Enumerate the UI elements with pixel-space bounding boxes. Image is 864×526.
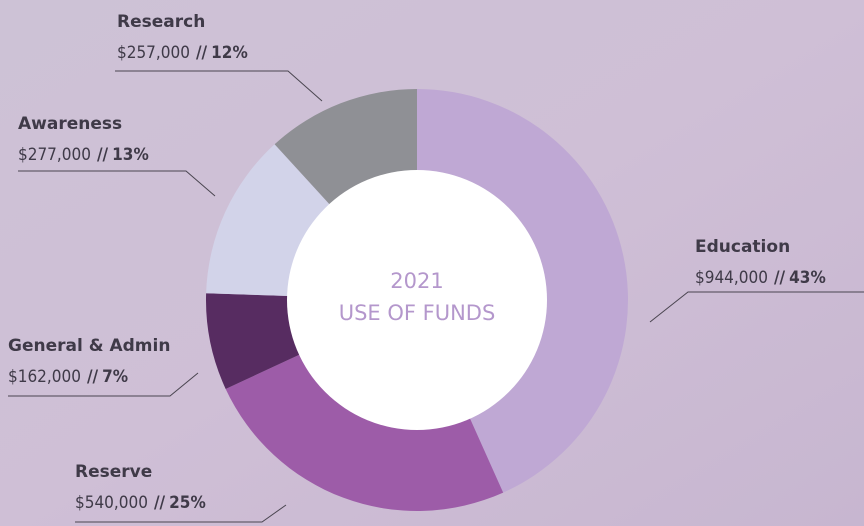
slice <box>206 144 331 296</box>
separator: // <box>774 268 786 288</box>
amount: $162,000 <box>8 367 81 387</box>
leader-line <box>115 70 323 102</box>
percentage: 43% <box>789 268 826 288</box>
separator: // <box>154 493 166 513</box>
category-label: Research <box>117 12 205 32</box>
percentage: 12% <box>211 43 248 63</box>
value-label: $540,000 //25% <box>75 493 206 513</box>
slice <box>205 293 301 389</box>
value-label: $162,000 //7% <box>8 367 128 387</box>
separator: // <box>87 367 99 387</box>
value-label: $944,000 //43% <box>695 268 826 288</box>
category-label: Awareness <box>18 114 122 134</box>
percentage: 13% <box>112 145 149 165</box>
category-label: Education <box>695 237 790 257</box>
category-label: General & Admin <box>8 336 170 356</box>
donut-hole <box>287 170 547 430</box>
value-label: $277,000 //13% <box>18 145 149 165</box>
percentage: 7% <box>102 367 128 387</box>
amount: $277,000 <box>18 145 91 165</box>
center-year: 2021 <box>390 269 443 293</box>
percentage: 25% <box>169 493 206 513</box>
value-label: $257,000 //12% <box>117 43 248 63</box>
category-label: Reserve <box>75 462 152 482</box>
leader-line <box>649 291 864 323</box>
separator: // <box>196 43 208 63</box>
amount: $257,000 <box>117 43 190 63</box>
amount: $944,000 <box>695 268 768 288</box>
slice <box>225 353 504 512</box>
leader-line <box>75 504 287 523</box>
leader-line <box>18 170 216 197</box>
slice <box>417 89 629 493</box>
separator: // <box>97 145 109 165</box>
amount: $540,000 <box>75 493 148 513</box>
leader-line <box>8 372 199 397</box>
center-text: USE OF FUNDS <box>339 301 496 325</box>
